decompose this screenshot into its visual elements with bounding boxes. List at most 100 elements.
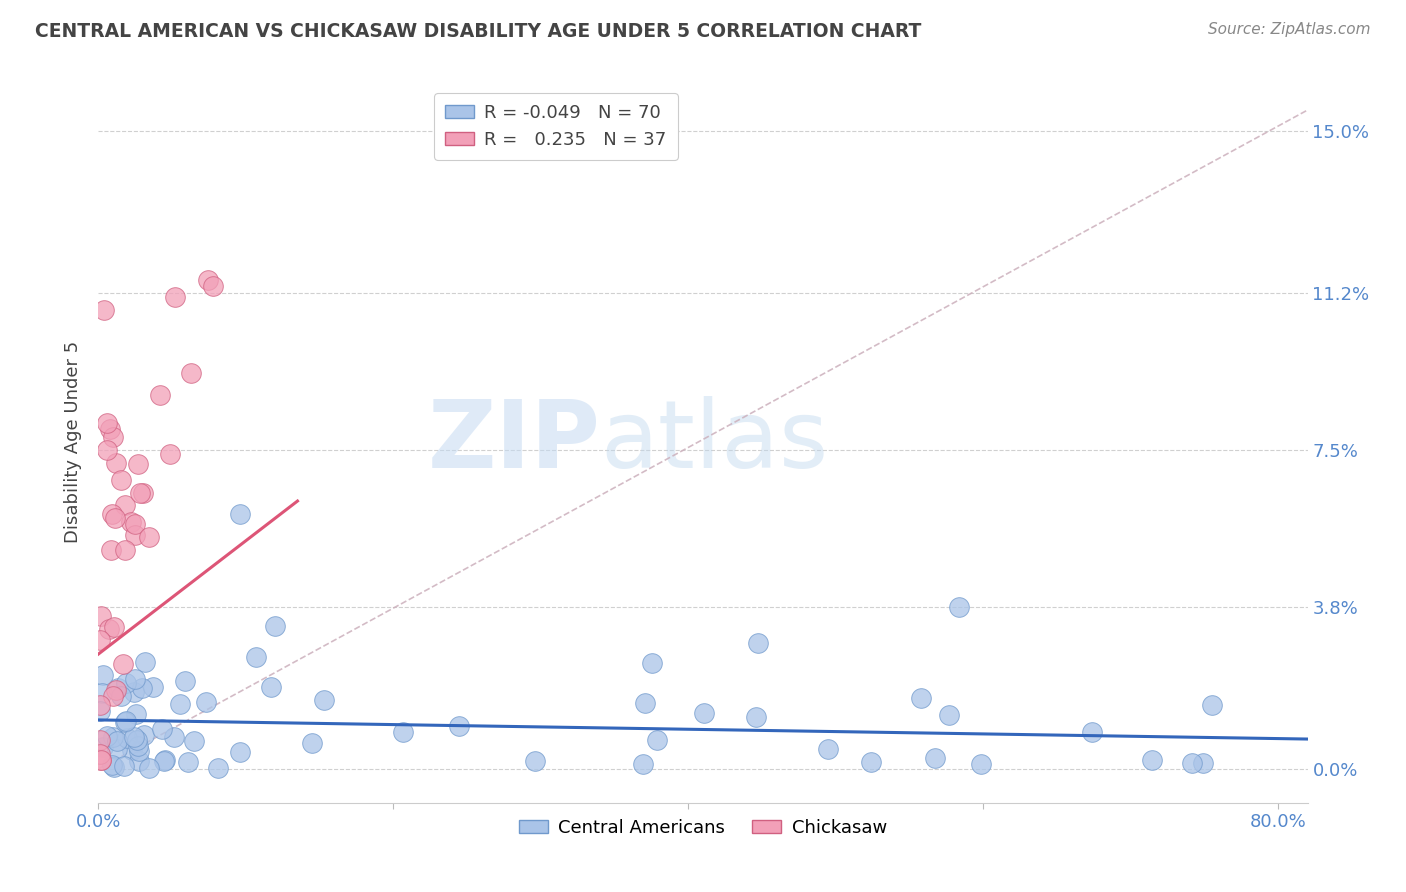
Point bbox=[124, 672, 146, 686]
Point bbox=[105, 456, 128, 470]
Point bbox=[817, 742, 839, 756]
Point bbox=[1081, 724, 1104, 739]
Point bbox=[90, 753, 112, 767]
Point bbox=[93, 302, 115, 317]
Point bbox=[101, 758, 124, 772]
Point bbox=[89, 747, 111, 762]
Point bbox=[138, 531, 160, 545]
Point bbox=[89, 633, 111, 648]
Point bbox=[129, 486, 152, 500]
Point bbox=[747, 636, 769, 650]
Point bbox=[312, 692, 335, 706]
Point bbox=[970, 756, 993, 771]
Point bbox=[103, 619, 125, 633]
Point bbox=[125, 733, 148, 747]
Point bbox=[938, 707, 960, 722]
Point bbox=[141, 680, 163, 694]
Point bbox=[149, 388, 172, 402]
Point bbox=[98, 422, 121, 436]
Point bbox=[910, 690, 932, 705]
Point bbox=[107, 681, 129, 695]
Point bbox=[111, 657, 134, 672]
Point bbox=[122, 730, 145, 744]
Point bbox=[449, 718, 471, 732]
Point bbox=[103, 760, 125, 774]
Point bbox=[134, 656, 156, 670]
Point bbox=[128, 743, 150, 757]
Point bbox=[693, 706, 716, 720]
Point bbox=[101, 731, 124, 745]
Point bbox=[91, 740, 114, 755]
Point bbox=[120, 516, 142, 530]
Point bbox=[641, 656, 664, 670]
Point bbox=[89, 698, 111, 712]
Point bbox=[127, 457, 149, 471]
Legend: Central Americans, Chickasaw: Central Americans, Chickasaw bbox=[512, 812, 894, 845]
Point bbox=[91, 668, 114, 682]
Point bbox=[101, 689, 124, 703]
Point bbox=[114, 715, 136, 730]
Point bbox=[128, 754, 150, 768]
Point bbox=[169, 698, 191, 712]
Y-axis label: Disability Age Under 5: Disability Age Under 5 bbox=[65, 341, 83, 542]
Point bbox=[301, 736, 323, 750]
Point bbox=[260, 680, 283, 694]
Point bbox=[91, 686, 114, 700]
Point bbox=[90, 608, 112, 623]
Point bbox=[115, 676, 138, 690]
Point bbox=[112, 759, 135, 773]
Point bbox=[1201, 698, 1223, 713]
Point bbox=[183, 734, 205, 748]
Point bbox=[645, 732, 668, 747]
Point bbox=[245, 650, 267, 665]
Point bbox=[391, 725, 413, 739]
Text: atlas: atlas bbox=[600, 395, 828, 488]
Point bbox=[177, 755, 200, 769]
Text: Source: ZipAtlas.com: Source: ZipAtlas.com bbox=[1208, 22, 1371, 37]
Point bbox=[1181, 756, 1204, 770]
Point bbox=[89, 705, 111, 719]
Point bbox=[115, 731, 138, 746]
Point bbox=[229, 507, 252, 521]
Point bbox=[173, 673, 195, 688]
Point bbox=[1140, 753, 1163, 767]
Point bbox=[121, 743, 143, 757]
Point bbox=[207, 761, 229, 775]
Point bbox=[948, 600, 970, 615]
Point bbox=[127, 739, 149, 754]
Point bbox=[159, 447, 181, 461]
Point bbox=[138, 761, 160, 775]
Point bbox=[105, 741, 128, 756]
Point bbox=[631, 757, 654, 772]
Point bbox=[96, 443, 118, 458]
Point bbox=[124, 528, 146, 542]
Point bbox=[131, 681, 153, 695]
Point bbox=[860, 756, 883, 770]
Point bbox=[163, 730, 186, 744]
Point bbox=[96, 729, 118, 743]
Point bbox=[90, 753, 112, 767]
Point bbox=[114, 714, 136, 728]
Point bbox=[110, 473, 132, 487]
Point bbox=[124, 706, 146, 721]
Point bbox=[100, 507, 122, 521]
Point bbox=[180, 366, 202, 380]
Point bbox=[1191, 756, 1213, 770]
Point bbox=[633, 696, 655, 710]
Point bbox=[124, 517, 146, 532]
Point bbox=[194, 695, 217, 709]
Point bbox=[745, 710, 768, 724]
Point bbox=[264, 619, 287, 633]
Point bbox=[163, 289, 186, 303]
Point bbox=[229, 745, 252, 759]
Point bbox=[100, 543, 122, 558]
Point bbox=[131, 485, 153, 500]
Point bbox=[101, 430, 124, 444]
Point bbox=[107, 734, 129, 748]
Point bbox=[104, 510, 127, 524]
Point bbox=[132, 728, 155, 742]
Point bbox=[150, 722, 173, 736]
Text: ZIP: ZIP bbox=[427, 395, 600, 488]
Point bbox=[122, 685, 145, 699]
Point bbox=[524, 754, 547, 768]
